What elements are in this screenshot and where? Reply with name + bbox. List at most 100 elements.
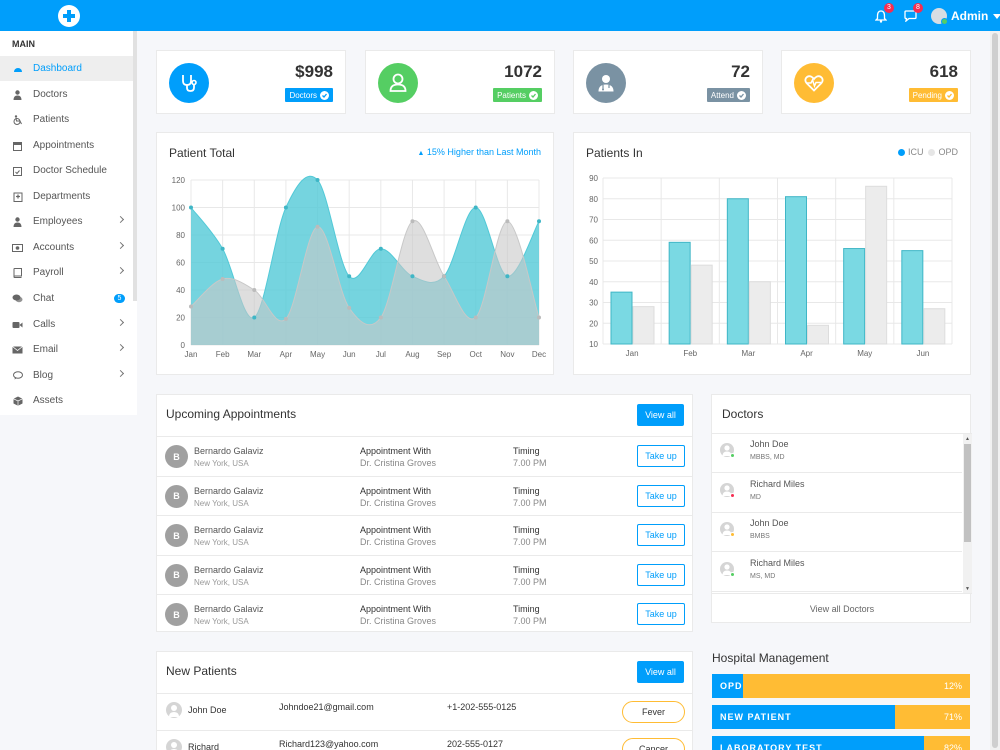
patient-total-chart: 0 20 40 60 80 100 120 Jan Feb Mar Apr May Jun Jul Aug S… <box>172 175 546 359</box>
doctor-list-item[interactable]: Richard Miles MD <box>712 474 962 513</box>
avatar: B <box>165 524 188 547</box>
patient-name: John Doe <box>188 705 227 715</box>
sidebar-item-payroll[interactable]: Payroll <box>0 260 137 285</box>
appointment-doctor: Dr. Cristina Groves <box>360 537 437 547</box>
data-point <box>505 219 510 224</box>
x-tick-label: Feb <box>683 349 697 358</box>
data-point <box>315 178 320 182</box>
appointments-view-all-button[interactable]: View all <box>637 404 684 426</box>
sidebar-item-email[interactable]: Email <box>0 337 137 362</box>
take-up-button[interactable]: Take up <box>637 563 685 586</box>
chevron-right-icon <box>116 266 125 275</box>
condition-badge[interactable]: Cancer <box>622 738 685 750</box>
video-icon <box>12 320 23 330</box>
avatar <box>166 739 182 750</box>
hospital-management-title: Hospital Management <box>712 651 829 665</box>
sidebar-item-assets[interactable]: Assets <box>0 388 137 413</box>
sidebar-item-departments[interactable]: Departments <box>0 184 137 209</box>
sidebar-item-blog[interactable]: Blog <box>0 363 137 388</box>
x-tick-label: Aug <box>405 350 419 359</box>
progress-fill <box>712 736 924 750</box>
sidebar-item-label: Calls <box>33 319 56 330</box>
x-tick-label: Jan <box>626 349 639 358</box>
sidebar-item-label: Payroll <box>33 267 64 278</box>
data-point <box>410 219 415 224</box>
appointment-doctor: Dr. Cristina Groves <box>360 458 437 468</box>
appointment-with-label: Appointment With <box>360 525 432 535</box>
condition-badge[interactable]: Fever <box>622 701 685 723</box>
sidebar-item-doctors[interactable]: Doctors <box>0 82 137 107</box>
doctors-list-scrollbar[interactable]: ▲ ▼ <box>963 434 972 593</box>
caret-up-icon: ▲ <box>417 150 425 157</box>
hospital-logo-icon[interactable] <box>58 5 80 27</box>
user-menu[interactable]: Admin <box>931 6 1000 26</box>
scroll-down-icon[interactable]: ▼ <box>965 586 970 592</box>
upcoming-appointments-card: Upcoming Appointments View all B Bernardo… <box>156 394 693 632</box>
patients-in-legend: ICU OPD <box>897 147 958 157</box>
sidebar-item-patients[interactable]: Patients <box>0 107 137 132</box>
view-all-doctors-link[interactable]: View all Doctors <box>712 593 972 623</box>
take-up-button[interactable]: Take up <box>637 484 685 507</box>
appointments-title: Upcoming Appointments <box>166 407 297 421</box>
sidebar-item-employees[interactable]: Employees <box>0 209 137 234</box>
scroll-up-icon[interactable]: ▲ <box>965 436 970 442</box>
patient-email: Johndoe21@gmail.com <box>279 702 374 712</box>
x-tick-label: May <box>310 350 325 359</box>
notification-bell-icon[interactable]: 3 <box>873 3 894 24</box>
doctor-list-item[interactable]: John Doe MBBS, MD <box>712 434 962 473</box>
take-up-button[interactable]: Take up <box>637 524 685 546</box>
user-icon <box>12 216 23 227</box>
sidebar-section-title: MAIN <box>12 39 35 49</box>
stat-value: $998 <box>295 62 333 81</box>
doctor-name: Richard Miles <box>750 557 805 568</box>
user-name: Admin <box>951 9 989 23</box>
sidebar-item-calls[interactable]: Calls <box>0 312 137 337</box>
sidebar-item-accounts[interactable]: Accounts <box>0 235 137 260</box>
take-up-button[interactable]: Take up <box>637 445 685 467</box>
doctor-name: John Doe <box>750 439 789 449</box>
doctor-degree: BMBS <box>750 533 770 540</box>
new-patients-title: New Patients <box>166 664 237 678</box>
y-tick-label: 100 <box>172 204 186 213</box>
doctors-list: John Doe MBBS, MD Richard Miles MD John Doe B… <box>712 433 972 593</box>
stat-card-patients: 1072 Patients <box>365 50 555 114</box>
data-point <box>537 219 541 224</box>
chat-count-badge: 5 <box>114 294 125 303</box>
stat-value: 618 <box>929 62 958 81</box>
page-scrollbar[interactable] <box>990 31 1000 750</box>
timing-label: Timing <box>513 564 540 575</box>
status-dot <box>730 532 735 537</box>
sidebar-item-doctor-schedule[interactable]: Doctor Schedule <box>0 158 137 183</box>
progress-percent: 82% <box>943 743 962 750</box>
y-tick-label: 90 <box>589 174 598 183</box>
stat-badge: Patients <box>493 88 542 102</box>
legend-dot-icu <box>897 148 905 156</box>
appointment-time: 7.00 PM <box>513 576 547 587</box>
sidebar-item-chat[interactable]: Chat 5 <box>0 286 137 311</box>
sidebar-item-label: Chat <box>33 293 55 304</box>
y-tick-label: 60 <box>589 236 598 245</box>
data-point <box>315 224 320 229</box>
take-up-button[interactable]: Take up <box>637 603 685 625</box>
x-tick-label: Jul <box>376 350 386 359</box>
sidebar-item-dashboard[interactable]: Dashboard <box>0 56 137 81</box>
data-point <box>283 205 288 210</box>
sidebar-scrollbar[interactable] <box>133 31 137 301</box>
appointment-doctor: Dr. Cristina Groves <box>360 497 437 508</box>
doctor-list-item[interactable]: John Doe BMBS <box>712 513 962 552</box>
appointment-row: B Bernardo Galaviz New York, USA Appointmen… <box>157 515 692 554</box>
y-tick-label: 60 <box>176 259 185 268</box>
sidebar-item-appointments[interactable]: Appointments <box>0 133 137 158</box>
data-point <box>189 304 193 309</box>
messages-icon[interactable]: 8 <box>902 3 923 24</box>
y-tick-label: 10 <box>589 340 598 349</box>
doctor-list-item[interactable]: Richard Miles MS, MD <box>712 553 962 592</box>
data-point <box>505 274 510 279</box>
progress-bar-new-patient: NEW PATIENT 71% <box>712 705 970 729</box>
x-tick-label: May <box>857 349 872 358</box>
envelope-icon <box>12 345 23 355</box>
new-patients-view-all-button[interactable]: View all <box>637 661 684 683</box>
bar-opd <box>923 308 946 345</box>
messages-count-badge: 8 <box>913 3 923 13</box>
chevron-right-icon <box>116 369 125 378</box>
